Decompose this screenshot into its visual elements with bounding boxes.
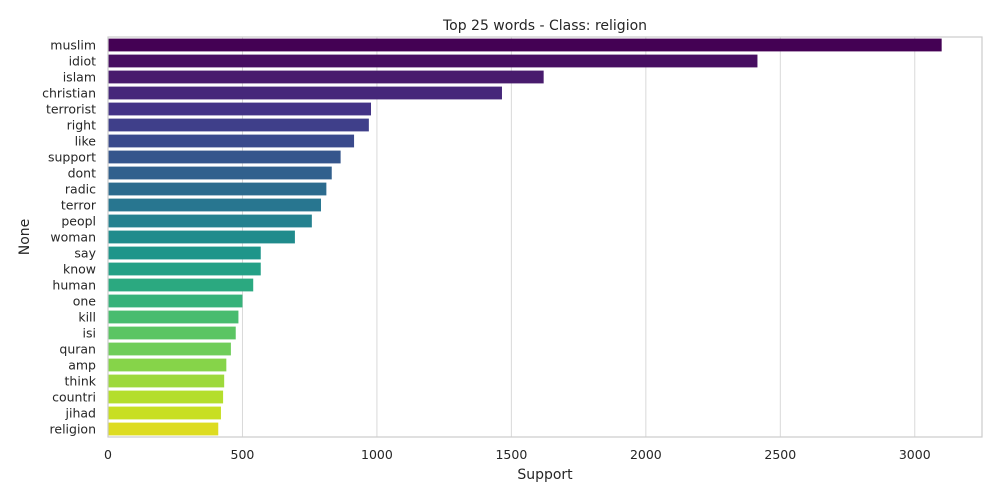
bar-quran [108, 342, 231, 356]
bar-right [108, 118, 369, 132]
bar-kill [108, 310, 239, 324]
y-tick-label: dont [68, 166, 97, 181]
y-tick-label: islam [63, 70, 96, 85]
y-tick-label: amp [68, 358, 96, 373]
bar-one [108, 294, 243, 308]
y-tick-label: countri [52, 390, 96, 405]
bar-human [108, 278, 254, 292]
y-tick-label: right [67, 118, 96, 133]
bar-jihad [108, 406, 221, 420]
y-tick-label: peopl [61, 214, 96, 229]
y-tick-label: like [75, 134, 97, 149]
y-axis-label: None [17, 219, 33, 256]
x-axis-label: Support [517, 467, 573, 483]
x-tick-label: 3000 [899, 447, 931, 462]
y-tick-label: terror [61, 198, 97, 213]
y-tick-label: christian [42, 86, 96, 101]
y-tick-label: one [73, 294, 97, 309]
y-tick-label: idiot [69, 54, 97, 69]
bar-woman [108, 230, 295, 244]
y-tick-label: terrorist [46, 102, 96, 117]
y-tick-labels: muslimidiotislamchristianterroristrightl… [42, 38, 97, 437]
y-tick-label: know [63, 262, 96, 277]
bar-radic [108, 182, 327, 196]
bar-idiot [108, 54, 758, 68]
y-tick-label: quran [59, 342, 96, 357]
bar-terrorist [108, 102, 372, 116]
y-tick-label: human [52, 278, 96, 293]
y-tick-label: religion [50, 422, 96, 437]
bar-support [108, 150, 341, 164]
bar-like [108, 134, 355, 148]
bar-terror [108, 198, 321, 212]
chart-title: Top 25 words - Class: religion [442, 18, 647, 34]
bar-amp [108, 358, 227, 372]
x-tick-label: 500 [231, 447, 255, 462]
bar-religion [108, 422, 219, 436]
x-tick-label: 2500 [764, 447, 796, 462]
bar-isi [108, 326, 236, 340]
y-tick-label: woman [50, 230, 96, 245]
x-tick-label: 1000 [361, 447, 393, 462]
y-tick-label: radic [65, 182, 96, 197]
bar-peopl [108, 214, 312, 228]
x-tick-label: 1500 [495, 447, 527, 462]
bar-think [108, 374, 225, 388]
y-tick-label: isi [83, 326, 96, 341]
y-tick-label: kill [78, 310, 96, 325]
plot-frame [107, 36, 983, 438]
bar-dont [108, 166, 332, 180]
y-tick-label: muslim [50, 38, 96, 53]
bar-muslim [108, 38, 942, 52]
x-tick-labels: 0 500 1000 1500 2000 2500 3000 [104, 447, 931, 462]
x-tick-label: 2000 [630, 447, 662, 462]
y-tick-label: jihad [65, 406, 96, 421]
bar-islam [108, 70, 544, 84]
bar-say [108, 246, 261, 260]
bar-know [108, 262, 261, 276]
y-tick-label: think [65, 374, 97, 389]
y-tick-label: support [48, 150, 96, 165]
bars [108, 38, 942, 436]
bar-christian [108, 86, 502, 100]
bar-countri [108, 390, 224, 404]
y-tick-label: say [74, 246, 96, 261]
x-tick-label: 0 [104, 447, 112, 462]
